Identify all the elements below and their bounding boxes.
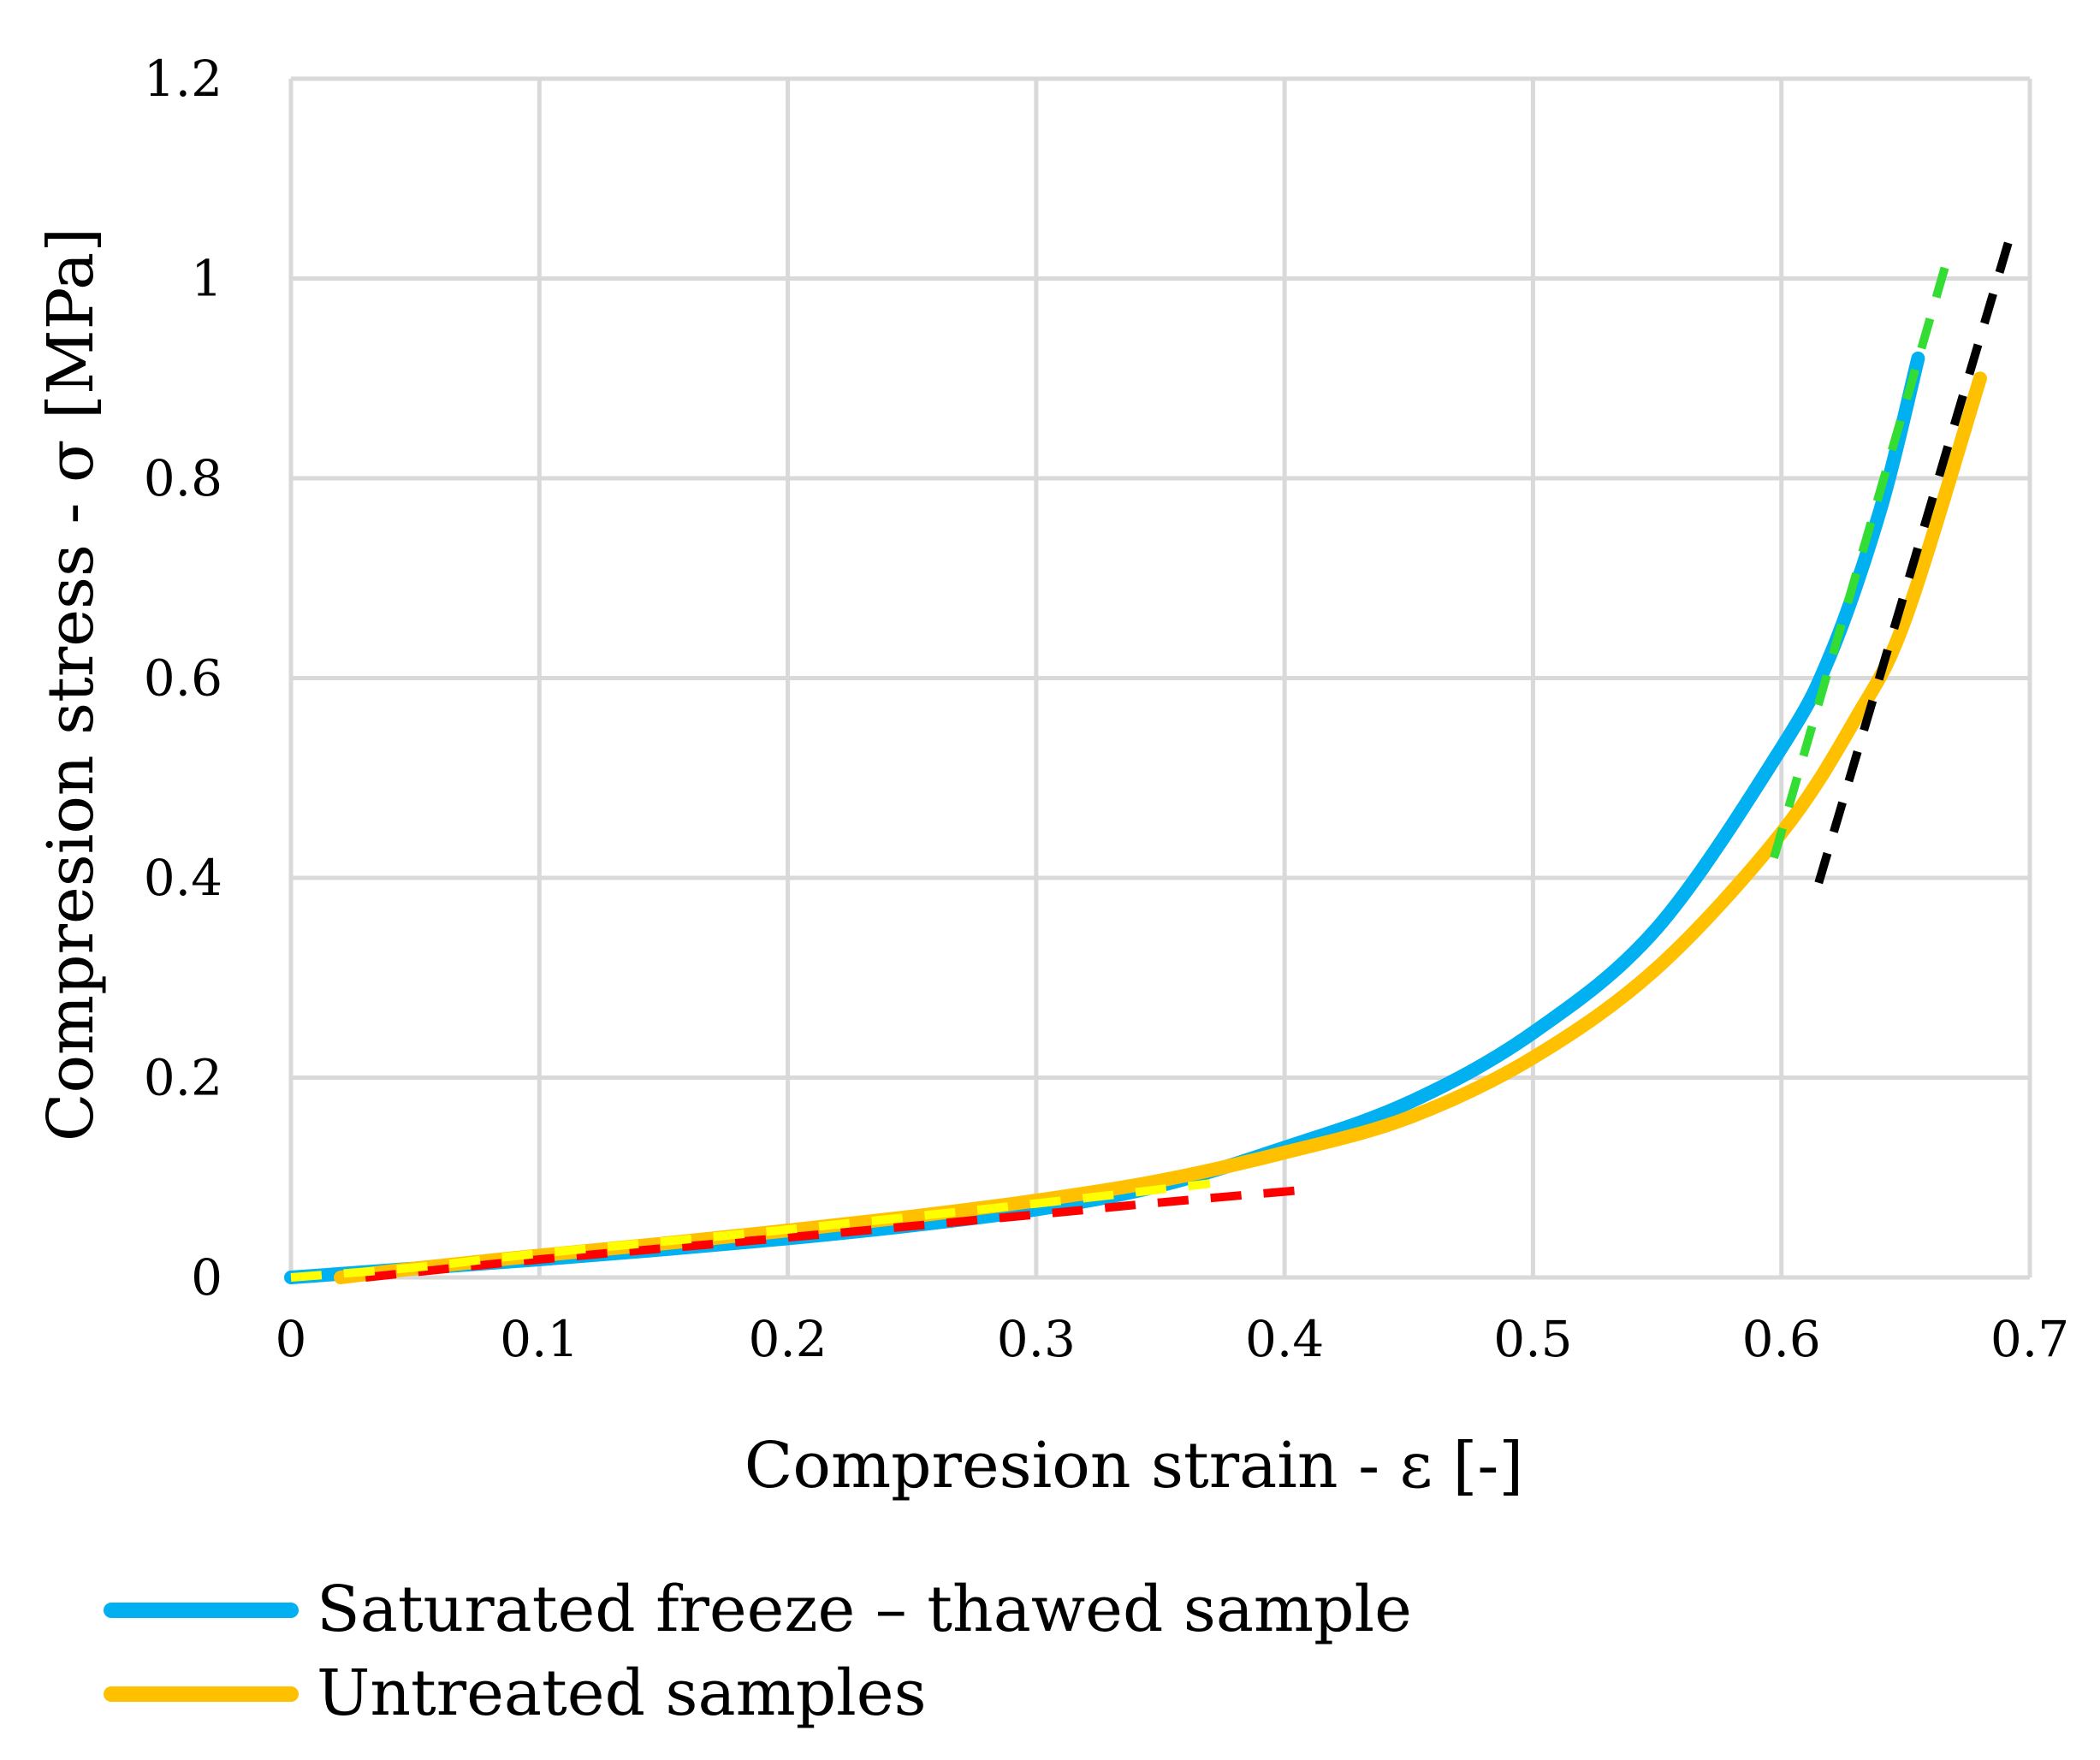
- y-axis-title: Compresion stress - σ [MPa]: [34, 228, 108, 1141]
- y-tick-label: 0.8: [144, 449, 222, 507]
- x-tick-labels: 0 0.1 0.2 0.3 0.4 0.5 0.6 0.7: [276, 1310, 2070, 1368]
- series-line-fit-low-untreated: [290, 1179, 1211, 1282]
- gridlines: [288, 76, 2032, 1280]
- legend-label-untreated: Untreated samples: [317, 1656, 927, 1730]
- y-tick-label: 1.2: [144, 50, 222, 108]
- x-axis-title: Compresion strain - ε [-]: [744, 1429, 1523, 1502]
- x-tick-label: 0.2: [748, 1310, 827, 1368]
- legend-label-saturated: Saturated freeze – thawed sample: [317, 1573, 1412, 1646]
- y-tick-label: 0.6: [144, 649, 222, 708]
- x-tick-label: 0.7: [1990, 1310, 2069, 1368]
- x-tick-label: 0.6: [1742, 1310, 1821, 1368]
- y-tick-label: 0.2: [144, 1049, 222, 1107]
- y-tick-label: 1: [191, 250, 222, 308]
- x-tick-label: 0.3: [997, 1310, 1076, 1368]
- series-line-fit-high-untreated: [1814, 227, 2017, 885]
- x-tick-label: 0: [276, 1310, 307, 1368]
- legend: Saturated freeze – thawed sample Untreat…: [104, 1573, 1412, 1730]
- series-line-fit-low-saturated: [365, 1186, 1298, 1282]
- y-tick-label: 0.4: [144, 849, 222, 907]
- series-line-saturated-freeze-thawed-sample: [284, 351, 1925, 1284]
- y-tick-labels: 0 0.2 0.4 0.6 0.8 1 1.2: [144, 50, 222, 1307]
- x-tick-label: 0.4: [1245, 1310, 1324, 1368]
- x-tick-label: 0.5: [1493, 1310, 1572, 1368]
- y-tick-label: 0: [191, 1248, 222, 1307]
- series-layer: [284, 227, 2017, 1284]
- x-tick-label: 0.1: [500, 1310, 578, 1368]
